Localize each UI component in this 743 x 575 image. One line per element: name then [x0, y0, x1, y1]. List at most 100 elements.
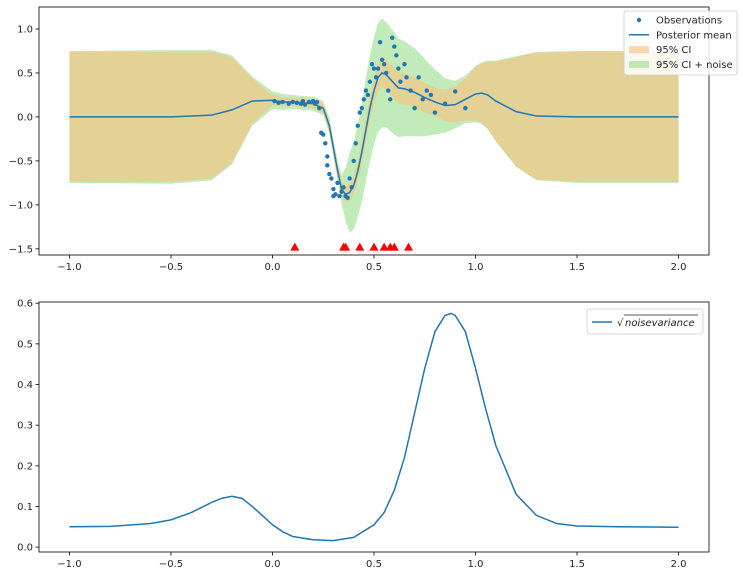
top-legend: Observations Posterior mean 95% CI 95% CI +…	[623, 10, 738, 76]
observation-point	[388, 97, 393, 102]
bottom-x-tick-label: 1.0	[468, 559, 484, 570]
observation-point	[290, 99, 295, 105]
bottom-plot: −1.0 −0.5 0.0 0.5 1.0 1.5 2.0 0.6 0.5 0.4 0.3 0.2 0.…	[17, 299, 710, 570]
observation-point	[286, 101, 291, 106]
observation-point	[394, 53, 399, 58]
observation-point	[442, 101, 448, 106]
top-legend-box	[623, 10, 738, 76]
noise-variance-line	[69, 312, 679, 542]
bottom-plot-area	[39, 302, 709, 552]
legend-label: 95% CI	[656, 45, 691, 56]
observation-point	[323, 141, 328, 146]
bottom-y-tick-label: 0.5	[17, 339, 33, 350]
observation-point	[325, 154, 330, 159]
red-triangle-marker	[389, 242, 399, 251]
observation-point	[341, 185, 346, 190]
top-x-tick-label: 0.0	[265, 262, 281, 273]
observation-point	[412, 105, 417, 111]
observation-point	[398, 79, 403, 84]
observation-point	[337, 193, 342, 199]
observation-point	[396, 66, 401, 71]
observation-point	[404, 75, 409, 80]
observation-point	[294, 100, 300, 106]
observation-point	[371, 66, 377, 71]
observation-point	[349, 185, 354, 190]
observation-point	[359, 105, 365, 111]
observation-point	[408, 88, 413, 93]
observation-point	[321, 132, 326, 137]
observation-point	[392, 44, 397, 49]
observation-point	[453, 89, 458, 94]
top-x-tick-label: −1.0	[57, 262, 81, 273]
observation-point	[331, 186, 336, 192]
bottom-y-tick-label: 0.3	[17, 421, 33, 432]
bottom-y-tick-label: 0.0	[17, 543, 33, 554]
observation-point	[361, 97, 367, 102]
bottom-x-tick-label: −0.5	[159, 559, 183, 570]
bottom-x-tick-label: 2.0	[671, 559, 687, 570]
observation-point	[302, 102, 308, 107]
top-y-tick-label: −1.5	[9, 244, 33, 255]
observation-point	[345, 195, 350, 201]
top-x-tick-label: 0.5	[366, 262, 382, 273]
bottom-x-tick-label: 1.5	[569, 559, 585, 570]
observation-point	[335, 180, 340, 186]
legend-label: 95% CI + noise	[656, 60, 733, 71]
top-y-tick-label: 0.0	[17, 112, 33, 123]
observation-point	[402, 61, 407, 67]
top-x-tick-label: 1.0	[468, 262, 484, 273]
observation-point	[327, 171, 332, 177]
observation-point	[325, 163, 330, 168]
legend-label: noisevariance	[625, 318, 695, 329]
observation-point	[432, 110, 438, 115]
observation-point	[367, 79, 373, 84]
observation-point	[339, 189, 344, 194]
bottom-legend: √ noisevariance	[586, 308, 704, 335]
observation-point	[357, 110, 362, 115]
bottom-y-tick-label: 0.1	[17, 502, 33, 513]
observation-point	[316, 105, 322, 111]
bottom-y-tick-label: 0.2	[17, 461, 33, 472]
bottom-x-tick-label: −1.0	[57, 559, 81, 570]
observation-point	[463, 105, 468, 111]
ci95-band	[69, 51, 679, 203]
observation-point	[306, 99, 312, 105]
observation-point	[353, 141, 358, 146]
observation-point	[386, 88, 391, 93]
bottom-x-tick-label: 0.5	[366, 559, 382, 570]
observation-point	[390, 35, 395, 40]
legend-band-swatch	[629, 60, 649, 68]
observation-point	[272, 98, 277, 104]
observation-point	[333, 192, 338, 197]
observation-point	[428, 92, 434, 98]
observation-point	[363, 88, 369, 93]
observation-point	[329, 176, 334, 181]
red-triangle-marker	[290, 242, 300, 251]
top-y-tick-label: −1.0	[9, 200, 33, 211]
legend-band-swatch	[629, 46, 649, 54]
red-triangle-marker	[379, 242, 389, 251]
observation-point	[420, 97, 425, 102]
top-y-tick-label: 1.0	[17, 24, 33, 35]
observation-point	[300, 98, 306, 104]
legend-label: Observations	[656, 16, 722, 27]
bottom-x-tick-label: 0.0	[265, 559, 281, 570]
bottom-y-tick-label: 0.6	[17, 299, 33, 310]
red-triangle-marker	[404, 242, 414, 251]
bottom-y-tick-label: 0.4	[17, 380, 33, 391]
observation-point	[355, 123, 360, 128]
observation-point	[347, 176, 352, 181]
legend-label: Posterior mean	[656, 30, 732, 41]
observation-point	[375, 66, 381, 71]
legend-sqrt-sign: √	[617, 318, 624, 329]
top-y-tick-label: 0.5	[17, 68, 33, 79]
observation-point	[416, 75, 421, 80]
observation-point	[424, 88, 429, 93]
observation-point	[381, 61, 387, 67]
observation-point	[351, 158, 356, 164]
top-x-tick-label: 2.0	[671, 262, 687, 273]
observation-point	[377, 39, 383, 45]
red-triangle-marker	[341, 242, 351, 251]
red-triangle-marker	[355, 242, 365, 251]
